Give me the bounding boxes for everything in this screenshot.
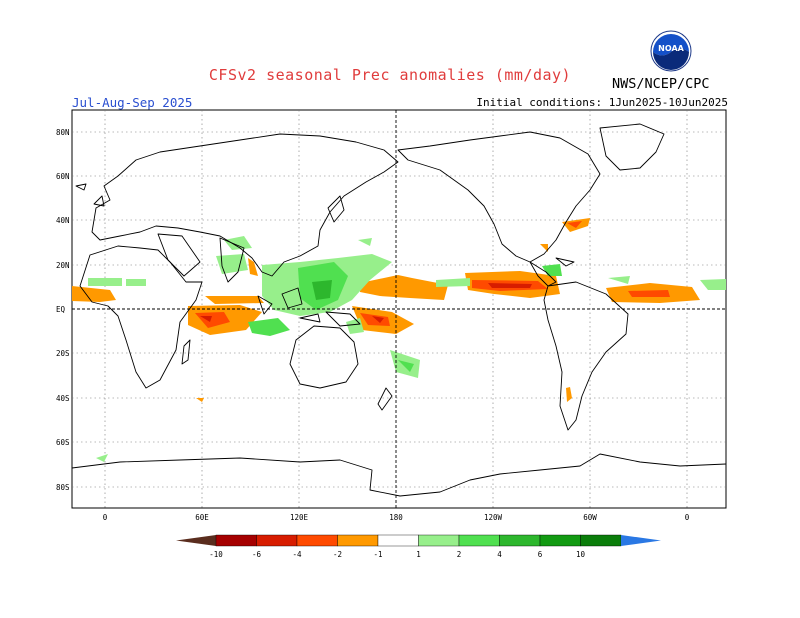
legend-swatch: [215, 534, 257, 547]
map-title: CFSv2 seasonal Prec anomalies (mm/day): [208, 66, 572, 84]
lat-label: 60N: [56, 172, 70, 181]
forecast-period: Jul-Aug-Sep 2025: [72, 95, 193, 110]
legend-tick-label: 4: [497, 550, 502, 559]
legend-tick-label: 6: [538, 550, 543, 559]
legend-swatch: [337, 534, 379, 547]
agency-label: NWS/NCEP/CPC: [612, 76, 710, 92]
lat-label: 20N: [56, 261, 70, 270]
legend-tick-label: -6: [252, 550, 262, 559]
lat-label: 40S: [56, 394, 70, 403]
legend-swatch: [418, 534, 460, 547]
legend-tick-label: -2: [333, 550, 342, 559]
lon-label: 0: [103, 513, 108, 522]
lat-label: 80S: [56, 483, 70, 492]
legend-arrow-dry: [176, 535, 216, 546]
lon-label: 120W: [484, 513, 503, 522]
initial-conditions: Initial conditions: 1Jun2025-10Jun2025: [476, 96, 728, 109]
lon-label: 60E: [195, 513, 209, 522]
latitude-labels: 80N 60N 40N 20N EQ 20S 40S 60S 80S: [56, 128, 70, 492]
lat-label: 20S: [56, 349, 70, 358]
longitude-labels: 0 60E 120E 180 120W 60W 0: [103, 513, 690, 522]
legend-swatch: [296, 534, 338, 547]
legend-tick-label: -1: [373, 550, 382, 559]
legend-swatch: [539, 534, 581, 547]
anomaly-shading: [72, 218, 726, 462]
lon-label: 180: [389, 513, 403, 522]
legend-swatch: [580, 534, 622, 547]
legend-swatch: [458, 534, 500, 547]
legend-tick-label: 2: [457, 550, 462, 559]
legend-tick-label: -10: [209, 550, 223, 559]
noaa-logo: NOAA: [650, 30, 692, 72]
color-legend: -10 -6 -4 -2 -1 1 2 4 6 10: [176, 534, 661, 559]
svg-text:NOAA: NOAA: [658, 44, 684, 53]
legend-arrow-wet: [621, 535, 661, 546]
lat-label: 60S: [56, 438, 70, 447]
lon-label: 120E: [290, 513, 309, 522]
lat-label: 80N: [56, 128, 70, 137]
legend-tick-label: 1: [416, 550, 421, 559]
lon-label: 60W: [583, 513, 597, 522]
lon-label: 0: [685, 513, 690, 522]
legend-swatch: [256, 534, 298, 547]
lat-label: 40N: [56, 216, 70, 225]
lat-label: EQ: [56, 305, 66, 314]
legend-swatch: [377, 534, 419, 547]
coastlines: [71, 123, 727, 497]
legend-tick-label: 10: [576, 550, 586, 559]
legend-tick-label: -4: [292, 550, 302, 559]
legend-swatch: [499, 534, 541, 547]
